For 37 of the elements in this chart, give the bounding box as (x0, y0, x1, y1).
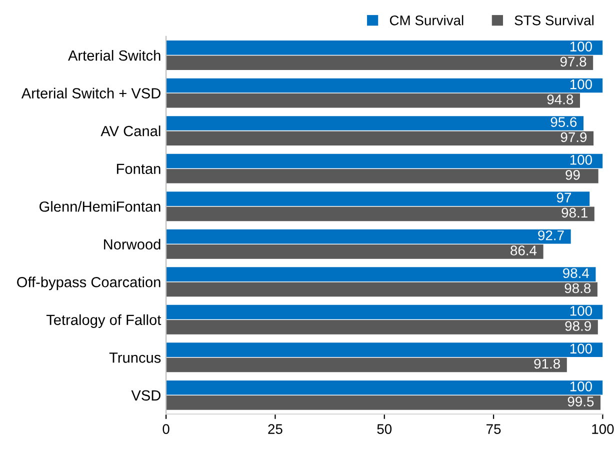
y-tick-label: VSD (131, 390, 160, 401)
data-label: 98.8 (564, 283, 591, 294)
data-label: 97.8 (560, 56, 586, 67)
data-label: 99 (566, 170, 580, 180)
y-tick-label: Tetralogy of Fallot (46, 314, 162, 328)
data-label: 100 (570, 382, 592, 392)
y-tick-label: Arterial Switch + VSD (21, 88, 160, 98)
data-label: 99.5 (568, 396, 594, 406)
y-tick-label: Norwood (104, 238, 160, 250)
data-label: 92.7 (538, 230, 564, 240)
x-tick-label: 25 (268, 424, 282, 434)
data-label: 97.9 (560, 132, 587, 142)
data-label: 100 (570, 154, 592, 165)
x-tick-label: 75 (486, 424, 501, 434)
y-tick-label: Arterial Switch (68, 50, 160, 61)
y-tick-label: Off-bypass Coarcation (17, 276, 160, 290)
y-tick-label: Glenn/HemiFontan (40, 201, 160, 212)
data-label: 91.8 (534, 358, 560, 369)
data-label: 94.8 (547, 94, 574, 104)
data-label: 86.4 (510, 246, 537, 256)
data-label: 98.4 (563, 268, 590, 278)
data-label: 98.1 (562, 208, 588, 218)
x-tick-label: 100 (592, 424, 614, 434)
x-tick-label: 50 (377, 424, 392, 434)
data-label: 97 (556, 192, 572, 203)
legend-label: STS Survival (514, 15, 594, 26)
data-label: 95.6 (550, 117, 577, 127)
data-label: 100 (570, 42, 592, 52)
x-tick-label: 0 (162, 424, 170, 434)
data-label: 100 (570, 344, 592, 354)
data-label: 100 (570, 79, 592, 90)
y-tick-label: Truncus (109, 352, 161, 363)
data-label: 98.9 (565, 321, 591, 331)
legend-label: CM Survival (390, 15, 464, 26)
data-label: 100 (570, 306, 592, 316)
y-tick-label: Fontan (116, 164, 160, 174)
y-tick-label: AV Canal (100, 126, 160, 136)
